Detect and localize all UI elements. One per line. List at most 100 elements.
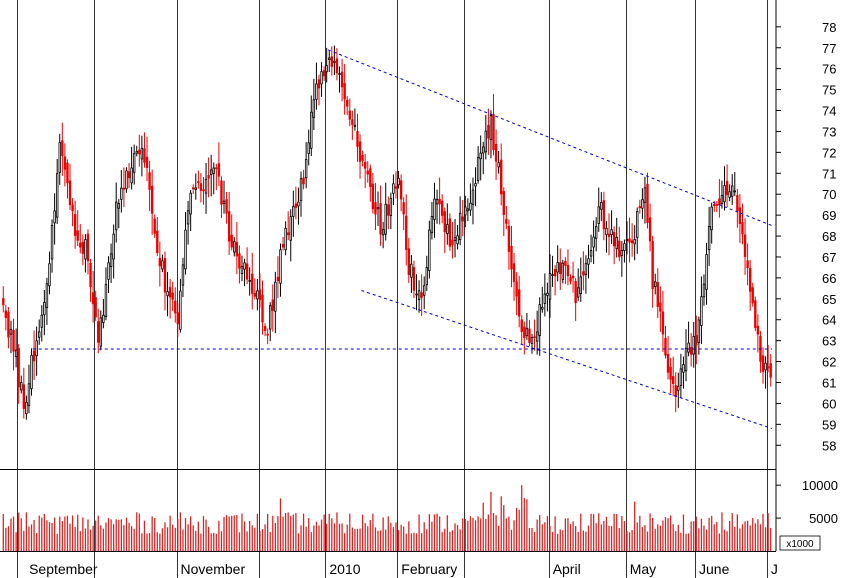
candle-down xyxy=(507,225,511,252)
price-tick-label: 64 xyxy=(822,313,836,328)
candle-up xyxy=(25,401,28,415)
candle-up xyxy=(466,208,470,212)
candle-down xyxy=(669,366,672,380)
candle-down xyxy=(628,238,631,243)
candle-up xyxy=(55,173,59,218)
candle-down xyxy=(574,281,577,304)
candle-down xyxy=(358,141,362,162)
candle-down xyxy=(751,287,754,304)
candle-up xyxy=(194,187,197,190)
candle-up xyxy=(435,198,439,205)
candle-down xyxy=(402,202,405,215)
candle-up xyxy=(189,192,192,215)
candle-up xyxy=(48,263,51,287)
volume-unit-text: x1000 xyxy=(786,539,814,550)
volume-tick-label: 10000 xyxy=(802,478,838,493)
candle-up xyxy=(707,226,711,251)
candle-down xyxy=(230,234,233,248)
candle-down xyxy=(379,203,382,235)
candle-down xyxy=(510,245,513,270)
candle-up xyxy=(684,347,688,372)
candle-down xyxy=(138,149,141,155)
candle-down xyxy=(766,366,770,369)
candle-down xyxy=(363,162,367,169)
candle-up xyxy=(497,162,500,168)
candle-up xyxy=(30,354,33,389)
candle-up xyxy=(623,243,626,251)
candle-down xyxy=(630,240,634,244)
candle-down xyxy=(199,183,203,191)
candle-up xyxy=(535,331,539,342)
candle-down xyxy=(394,186,398,189)
candle-down xyxy=(150,185,154,214)
price-tick-label: 66 xyxy=(822,271,836,286)
price-tick-label: 76 xyxy=(822,62,836,77)
candle-down xyxy=(602,200,606,230)
price-tick-label: 67 xyxy=(822,250,836,265)
candle-down xyxy=(405,215,408,250)
candle-down xyxy=(63,156,67,170)
candle-up xyxy=(541,306,544,310)
candle-down xyxy=(302,177,305,185)
candle-up xyxy=(482,146,485,154)
candle-down xyxy=(607,233,611,237)
candle-down xyxy=(715,204,719,206)
candle-down xyxy=(553,268,557,277)
price-tick-label: 74 xyxy=(822,104,836,119)
candle-down xyxy=(94,297,97,318)
candle-up xyxy=(579,276,582,294)
candle-down xyxy=(743,234,747,258)
candle-up xyxy=(641,199,644,209)
candle-down xyxy=(646,183,649,223)
volume-unit-label: x1000 xyxy=(779,535,821,551)
candle-down xyxy=(366,170,369,175)
candle-up xyxy=(425,267,428,285)
candle-down xyxy=(143,148,146,163)
candle-down xyxy=(238,253,241,269)
candle-down xyxy=(202,189,205,192)
candle-down xyxy=(659,302,662,312)
candle-down xyxy=(91,292,95,305)
candle-down xyxy=(17,348,20,388)
candle-down xyxy=(271,299,274,311)
candle-up xyxy=(117,203,120,209)
candle-down xyxy=(569,277,572,282)
price-tick-label: 71 xyxy=(822,166,836,181)
candle-down xyxy=(286,232,290,236)
candle-up xyxy=(620,249,624,256)
candle-up xyxy=(397,177,400,186)
candle-down xyxy=(294,203,298,208)
candle-up xyxy=(325,65,328,73)
candle-up xyxy=(233,241,236,253)
candle-down xyxy=(361,154,364,161)
candle-up xyxy=(430,216,434,234)
month-label: May xyxy=(630,561,656,577)
candle-up xyxy=(433,198,436,220)
candle-up xyxy=(764,362,767,371)
price-tick-label: 63 xyxy=(822,334,836,349)
price-tick-label: 61 xyxy=(822,375,836,390)
candle-up xyxy=(45,283,49,308)
candle-down xyxy=(61,140,64,156)
candle-down xyxy=(582,271,585,276)
candle-down xyxy=(192,187,195,190)
candle-down xyxy=(68,180,72,206)
candle-up xyxy=(654,281,657,287)
candle-down xyxy=(348,110,351,120)
candle-up xyxy=(543,293,547,304)
candle-down xyxy=(618,240,621,258)
candle-up xyxy=(186,210,190,225)
candle-down xyxy=(73,214,77,236)
candle-up xyxy=(551,274,554,276)
candle-up xyxy=(140,147,144,160)
candle-down xyxy=(168,287,172,298)
candle-down xyxy=(674,385,677,397)
candle-down xyxy=(351,119,354,125)
candle-up xyxy=(212,167,215,174)
candle-down xyxy=(176,312,180,325)
candle-up xyxy=(320,71,323,85)
candle-down xyxy=(322,70,326,77)
candle-down xyxy=(263,326,267,331)
candle-up xyxy=(453,237,457,241)
candle-down xyxy=(695,335,698,346)
